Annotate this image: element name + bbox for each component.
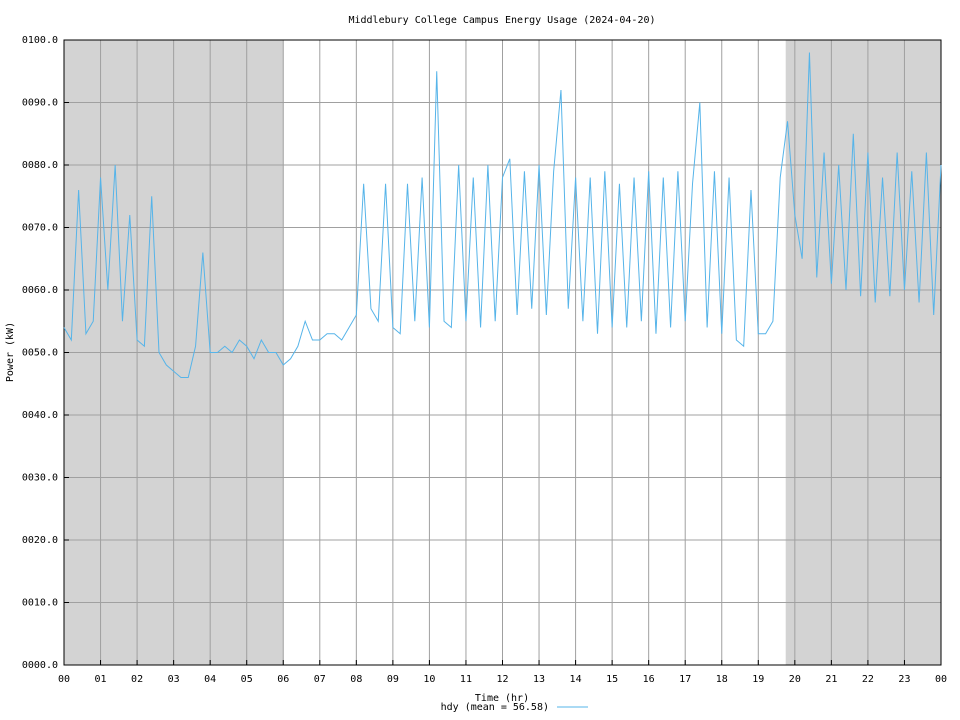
x-tick-label: 11 xyxy=(460,674,472,685)
y-tick-label: 0040.0 xyxy=(22,410,58,421)
x-tick-label: 05 xyxy=(241,674,253,685)
legend-label: hdy (mean = 56.58) xyxy=(441,702,549,713)
x-tick-label: 01 xyxy=(95,674,107,685)
x-tick-label: 15 xyxy=(606,674,618,685)
x-tick-label: 19 xyxy=(752,674,764,685)
y-tick-label: 0090.0 xyxy=(22,98,58,109)
x-tick-label: 22 xyxy=(862,674,874,685)
y-tick-label: 0030.0 xyxy=(22,473,58,484)
x-tick-label: 14 xyxy=(570,674,582,685)
x-tick-label: 10 xyxy=(423,674,435,685)
x-tick-label: 18 xyxy=(716,674,728,685)
y-axis-label: Power (kW) xyxy=(5,322,16,382)
y-tick-label: 0010.0 xyxy=(22,598,58,609)
y-tick-label: 0000.0 xyxy=(22,660,58,671)
x-tick-label: 00 xyxy=(58,674,70,685)
x-tick-label: 16 xyxy=(643,674,655,685)
x-tick-label: 20 xyxy=(789,674,801,685)
y-tick-label: 0100.0 xyxy=(22,35,58,46)
x-tick-label: 08 xyxy=(350,674,362,685)
y-tick-label: 0060.0 xyxy=(22,285,58,296)
y-tick-label: 0070.0 xyxy=(22,223,58,234)
chart-title: Middlebury College Campus Energy Usage (… xyxy=(348,15,655,26)
x-axis-label: Time (hr) xyxy=(475,693,529,704)
x-tick-label: 13 xyxy=(533,674,545,685)
x-tick-label: 09 xyxy=(387,674,399,685)
data-line xyxy=(63,52,942,378)
x-tick-label: 06 xyxy=(277,674,289,685)
x-tick-label: 07 xyxy=(314,674,326,685)
x-tick-label: 23 xyxy=(898,674,910,685)
x-tick-label: 00 xyxy=(935,674,947,685)
x-tick-label: 12 xyxy=(496,674,508,685)
x-tick-label: 02 xyxy=(131,674,143,685)
x-tick-label: 04 xyxy=(204,674,216,685)
y-tick-label: 0050.0 xyxy=(22,348,58,359)
y-tick-label: 0020.0 xyxy=(22,535,58,546)
y-tick-label: 0080.0 xyxy=(22,160,58,171)
x-tick-label: 17 xyxy=(679,674,691,685)
plot-frame xyxy=(63,39,942,666)
x-tick-label: 03 xyxy=(168,674,180,685)
x-tick-label: 21 xyxy=(825,674,837,685)
